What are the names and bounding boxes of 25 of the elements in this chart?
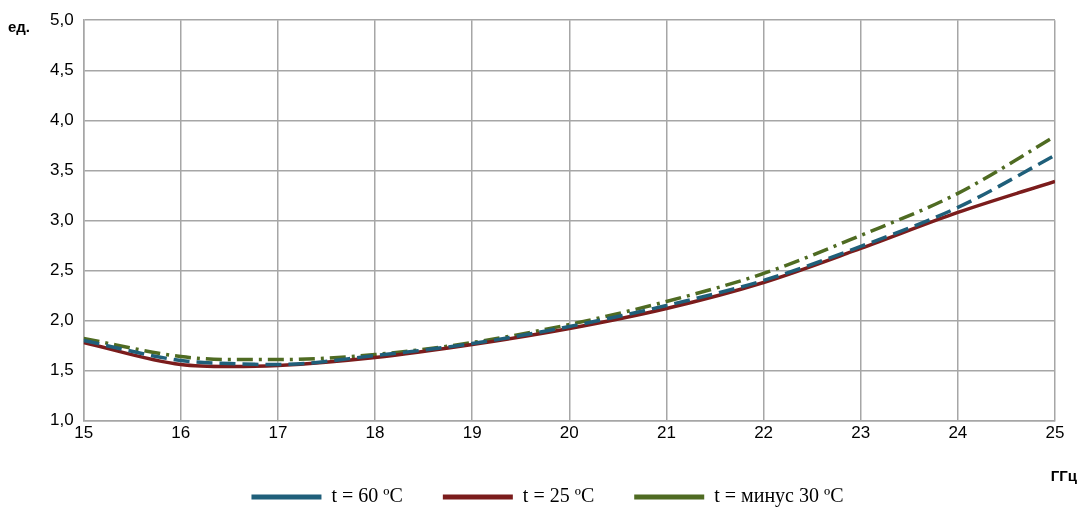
x-tick-label: 20 [559,423,579,443]
x-tick-label: 24 [948,423,968,443]
y-tick-label: 1,5 [49,360,74,380]
x-tick-label: 15 [74,423,94,443]
y-tick-label: 1,0 [49,410,74,430]
x-tick-label: 23 [851,423,871,443]
y-tick-label: 2,0 [49,310,74,330]
y-tick-label: 4,5 [49,59,74,79]
x-tick-label: 16 [171,423,191,443]
x-tick-label: 25 [1045,423,1065,443]
y-axis-title: ед. [8,18,31,36]
x-tick-label: 17 [268,423,288,443]
x-axis-title: ГГц [1050,467,1078,485]
y-tick-label: 4,0 [49,109,74,129]
y-tick-label: 3,5 [49,160,74,180]
x-tick-label: 22 [754,423,774,443]
legend-label: t = 25 ºC [522,484,595,507]
y-tick-label: 2,5 [49,260,74,280]
y-tick-label: 5,0 [49,9,74,29]
x-tick-label: 19 [462,423,482,443]
legend-label: t = 60 ºC [331,484,403,507]
y-tick-label: 3,0 [49,210,74,230]
x-tick-label: 18 [365,423,385,443]
legend-label: t = минус 30 ºC [714,484,844,508]
x-tick-label: 21 [656,423,676,443]
